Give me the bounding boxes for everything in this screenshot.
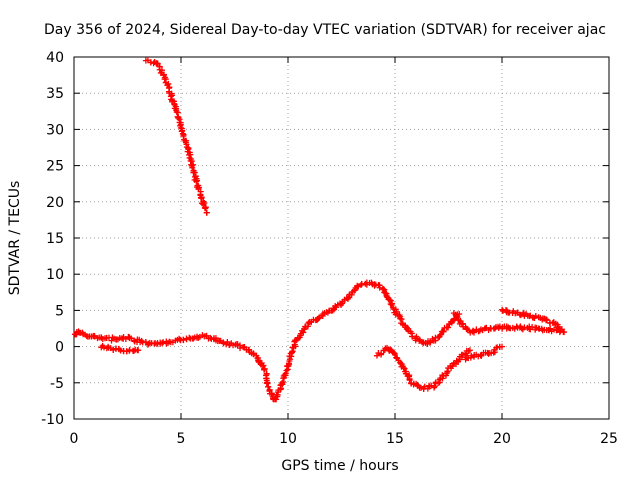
- y-tick-label: 5: [55, 303, 64, 319]
- plus-marker: [131, 348, 137, 354]
- plus-marker: [445, 324, 451, 330]
- grid-lines: [74, 57, 609, 419]
- x-tick-label: 0: [70, 431, 79, 447]
- y-tick-label: 30: [46, 122, 64, 138]
- plus-marker: [467, 347, 473, 353]
- y-tick-label: -5: [50, 376, 64, 392]
- y-tick-label: 40: [46, 50, 64, 66]
- x-tick-label: 15: [386, 431, 404, 447]
- y-axis-label: SDTVAR / TECUs: [7, 181, 23, 296]
- y-tick-label: 0: [55, 340, 64, 356]
- x-axis-ticks: 0 5 10 15 20 25: [70, 57, 618, 447]
- y-tick-label: 35: [46, 86, 64, 102]
- y-tick-label: 25: [46, 159, 64, 175]
- y-tick-label: -10: [41, 412, 64, 428]
- plus-marker: [432, 383, 438, 389]
- plus-marker: [135, 347, 141, 353]
- x-tick-label: 25: [600, 431, 618, 447]
- sdtvar-chart: Day 356 of 2024, Sidereal Day-to-day VTE…: [0, 0, 640, 480]
- series-track-2: [72, 280, 462, 403]
- data-marks: [72, 57, 567, 402]
- series-track-3: [98, 343, 141, 355]
- x-axis-label: GPS time / hours: [281, 458, 398, 474]
- y-tick-label: 20: [46, 195, 64, 211]
- y-axis-ticks: -10 -5 0 5 10 15 20 25 30 35 40: [41, 50, 609, 428]
- series-track-1: [143, 57, 210, 216]
- y-tick-label: 15: [46, 231, 64, 247]
- x-tick-label: 20: [493, 431, 511, 447]
- y-tick-label: 10: [46, 267, 64, 283]
- series-track-4: [374, 345, 473, 392]
- x-tick-label: 5: [177, 431, 186, 447]
- x-tick-label: 10: [279, 431, 297, 447]
- chart-title: Day 356 of 2024, Sidereal Day-to-day VTE…: [44, 22, 606, 38]
